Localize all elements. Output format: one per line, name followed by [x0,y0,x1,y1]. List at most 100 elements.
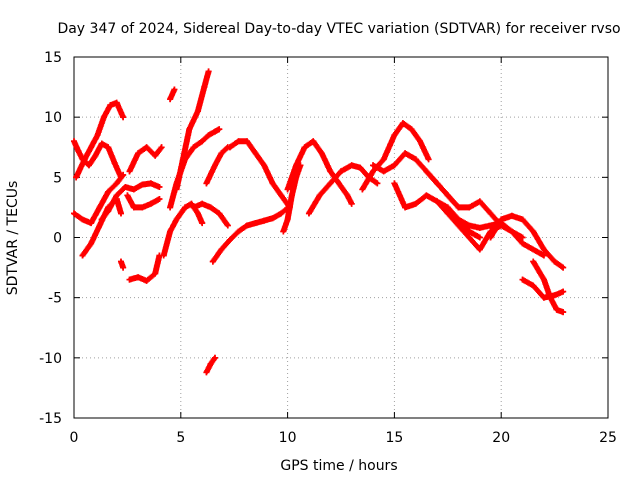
y-tick-label: 10 [44,110,62,126]
data-point [553,306,560,313]
data-point [540,276,547,283]
series-s17 [226,138,293,211]
data-point [205,68,212,75]
data-point [143,144,150,151]
data-point [425,156,432,163]
data-point [96,204,103,211]
data-point [147,180,154,187]
data-point [412,200,419,207]
data-point [434,180,441,187]
data-point [261,162,268,169]
x-tick-label: 5 [176,430,185,446]
data-point [96,222,103,229]
data-point [194,210,201,217]
series-trace [209,220,259,265]
data-point [244,222,251,229]
data-point [530,282,537,289]
data-point [130,186,137,193]
data-point [357,164,364,171]
chart-title: Day 347 of 2024, Sidereal Day-to-day VTE… [57,21,620,37]
data-points [71,68,567,376]
data-point [380,156,387,163]
y-tick-label: -5 [48,291,62,307]
data-point [327,180,334,187]
data-point [190,204,197,211]
series-s3 [73,99,127,181]
data-point [167,96,174,103]
data-point [408,126,415,133]
series-s24 [391,180,483,241]
data-point [280,228,287,235]
data-point [391,180,398,187]
x-tick-label: 15 [385,430,403,446]
data-point [391,132,398,139]
data-point [211,162,218,169]
data-point [211,354,218,361]
data-point [120,114,127,121]
series-s14 [190,200,231,229]
data-point [120,171,127,178]
data-point [417,138,424,145]
data-point [117,210,124,217]
data-point [122,183,129,190]
series-s8 [117,258,127,271]
data-point [519,276,526,283]
data-point [182,204,189,211]
data-point [156,183,163,190]
data-point [152,270,159,277]
y-axis-label: SDTVAR / TECUs [5,181,21,296]
data-point [171,86,178,93]
data-point [100,114,107,121]
series-s30 [530,258,567,316]
data-point [113,99,120,106]
x-tick-label: 20 [492,430,510,446]
data-point [147,200,154,207]
data-point [201,84,208,91]
data-point [88,144,95,151]
data-point [318,150,325,157]
data-point [139,181,146,188]
data-point [316,192,323,199]
y-tick-label: -10 [39,351,62,367]
data-point [540,246,547,253]
data-point [203,180,210,187]
data-point [199,138,206,145]
data-point [117,258,124,265]
series-s13 [167,86,178,103]
data-point [209,258,216,265]
y-tick-label: 15 [44,50,62,66]
series-trace [160,200,206,259]
data-point [402,204,409,211]
series-s12 [173,68,212,193]
data-point [188,200,195,207]
data-point [434,198,441,205]
data-point [423,192,430,199]
data-point [466,234,473,241]
data-point [94,132,101,139]
data-point [194,108,201,115]
series-s5 [98,180,163,223]
series-trace [117,258,127,271]
data-point [455,216,462,223]
data-point [224,222,231,229]
series-s18 [252,203,293,227]
data-point [79,216,86,223]
data-point [211,128,218,135]
data-point [73,174,80,181]
x-tick-label: 25 [599,430,617,446]
data-point [293,162,300,169]
data-point [269,180,276,187]
data-point [158,144,165,151]
series-s28 [487,212,567,271]
series-s6 [124,192,163,211]
data-point [207,360,214,367]
data-point [71,138,77,145]
data-point [79,252,86,259]
x-tick-label: 0 [70,430,79,446]
axis-ticks: 0 5 10 15 20 25 -15 -10 -5 0 5 10 15 [39,50,617,446]
data-point [126,276,133,283]
data-point [359,186,366,193]
data-point [207,204,214,211]
data-point [455,204,462,211]
